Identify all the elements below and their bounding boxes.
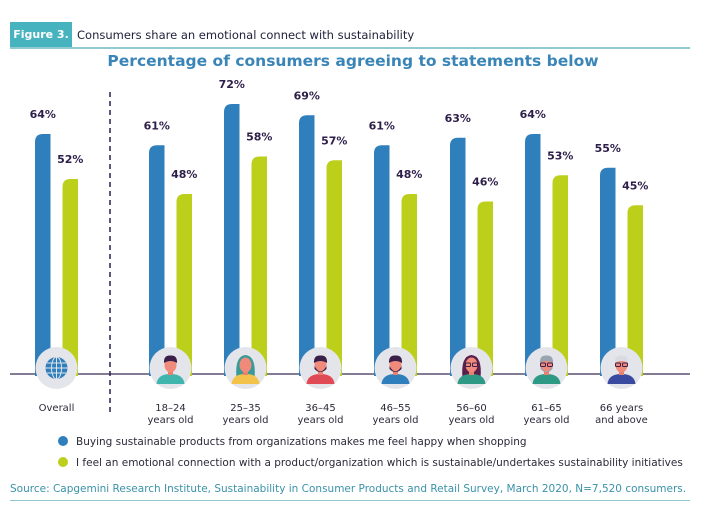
- category-label: years old: [449, 415, 495, 426]
- bar-series2: [326, 160, 342, 376]
- bar-series1: [450, 137, 466, 376]
- category-label: years old: [373, 415, 419, 426]
- data-label: 53%: [547, 149, 573, 162]
- data-label: 58%: [246, 131, 272, 144]
- category-label: years old: [223, 415, 269, 426]
- globe-icon: [45, 356, 68, 380]
- category-label: and above: [595, 415, 648, 426]
- category-label: 66 years: [600, 403, 643, 414]
- footer-divider: [10, 500, 690, 501]
- legend-label: Buying sustainable products from organiz…: [76, 436, 527, 448]
- category-label: 56–60: [456, 403, 486, 414]
- data-label: 72%: [219, 78, 245, 91]
- chart-title: Percentage of consumers agreeing to stat…: [107, 52, 599, 70]
- man-avatar-icon: [306, 355, 335, 384]
- category-label: years old: [148, 415, 194, 426]
- bar-series2: [62, 179, 78, 376]
- data-label: 63%: [445, 112, 471, 125]
- young-woman-avatar-icon: [231, 355, 260, 384]
- category-label: 25–35: [230, 403, 260, 414]
- legend-item-series1: Buying sustainable products from organiz…: [58, 436, 527, 448]
- senior-man-avatar-icon: [607, 355, 636, 384]
- category-label: 46–55: [380, 403, 410, 414]
- data-label: 64%: [30, 108, 56, 121]
- header-divider: [10, 47, 690, 49]
- data-label: 48%: [171, 168, 197, 181]
- bar-series1: [299, 115, 315, 376]
- bar-series2: [552, 175, 568, 376]
- bearded-man-avatar-icon: [381, 355, 410, 384]
- bar-series1: [224, 104, 240, 376]
- data-label: 55%: [595, 142, 621, 155]
- bar-series1: [600, 167, 616, 376]
- data-label: 61%: [369, 119, 395, 132]
- data-label: 69%: [294, 89, 320, 102]
- legend-swatch-green-icon: [58, 457, 68, 467]
- data-label: 46%: [472, 176, 498, 189]
- bar-series1: [525, 134, 541, 376]
- category-label: 18–24: [155, 403, 185, 414]
- figure-caption: Consumers share an emotional connect wit…: [77, 28, 415, 42]
- category-label: 61–65: [531, 403, 561, 414]
- bar-series2: [251, 156, 267, 376]
- bar-series2: [627, 205, 643, 376]
- data-label: 61%: [144, 119, 170, 132]
- data-label: 52%: [57, 153, 83, 166]
- young-man-avatar-icon: [156, 355, 185, 384]
- data-label: 48%: [396, 168, 422, 181]
- bar-series1: [374, 145, 390, 376]
- category-label: years old: [298, 415, 344, 426]
- bar-series2: [176, 194, 192, 376]
- bar-series2: [477, 201, 493, 376]
- figure-badge: Figure 3.: [10, 22, 72, 48]
- older-man-avatar-icon: [532, 355, 561, 384]
- woman-glasses-avatar-icon: [457, 355, 486, 384]
- legend-item-series2: I feel an emotional connection with a pr…: [58, 457, 683, 469]
- bar-series2: [401, 194, 417, 376]
- data-label: 45%: [622, 179, 648, 192]
- category-label: years old: [524, 415, 570, 426]
- bar-series1: [149, 145, 165, 376]
- category-label: Overall: [39, 403, 75, 414]
- source-note: Source: Capgemini Research Institute, Su…: [10, 483, 687, 495]
- data-label: 64%: [520, 108, 546, 121]
- category-label: 36–45: [305, 403, 335, 414]
- bar-series1: [35, 134, 51, 376]
- legend-label: I feel an emotional connection with a pr…: [76, 457, 683, 469]
- legend-swatch-blue-icon: [58, 436, 68, 446]
- data-label: 57%: [321, 134, 347, 147]
